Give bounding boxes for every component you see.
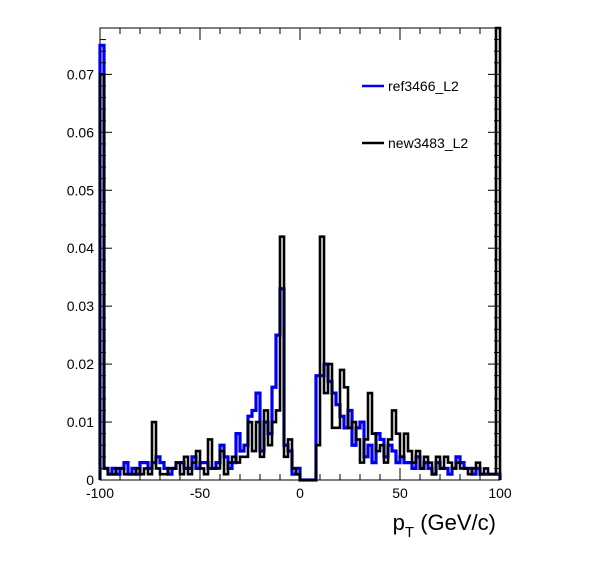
y-tick-label: 0.04 xyxy=(67,240,94,256)
y-tick-label: 0.03 xyxy=(67,298,94,314)
series-1 xyxy=(98,26,502,482)
series-layer xyxy=(98,26,502,482)
axis-layer: -100 -50 0 50 100 0 0.01 0.02 0.03 0.04 0.05 0.06 0.… xyxy=(67,27,512,501)
x-axis-title: pT (GeV/c) xyxy=(393,510,496,541)
x-tick-label: -100 xyxy=(86,485,114,501)
x-tick-label: 100 xyxy=(488,485,512,501)
x-axis-title-main: p xyxy=(393,510,405,535)
x-tick-label: 50 xyxy=(392,485,408,501)
y-tick-label: 0.06 xyxy=(67,124,94,140)
y-tick-label: 0 xyxy=(86,472,94,488)
legend-label-ref: ref3466_L2 xyxy=(388,78,459,94)
x-axis-title-suffix: (GeV/c) xyxy=(414,510,496,535)
legend-label-new: new3483_L2 xyxy=(388,135,468,151)
y-tick-label: 0.01 xyxy=(67,414,94,430)
y-tick-label: 0.02 xyxy=(67,356,94,372)
y-tick-label: 0.05 xyxy=(67,182,94,198)
x-tick-label: 0 xyxy=(296,485,304,501)
x-tick-label: -50 xyxy=(190,485,210,501)
x-axis-title-subscript: T xyxy=(405,524,414,541)
legend-box xyxy=(355,62,483,170)
y-tick-label: 0.07 xyxy=(67,66,94,82)
legend: ref3466_L2 new3483_L2 xyxy=(355,62,483,170)
series-line-1 xyxy=(98,26,502,482)
